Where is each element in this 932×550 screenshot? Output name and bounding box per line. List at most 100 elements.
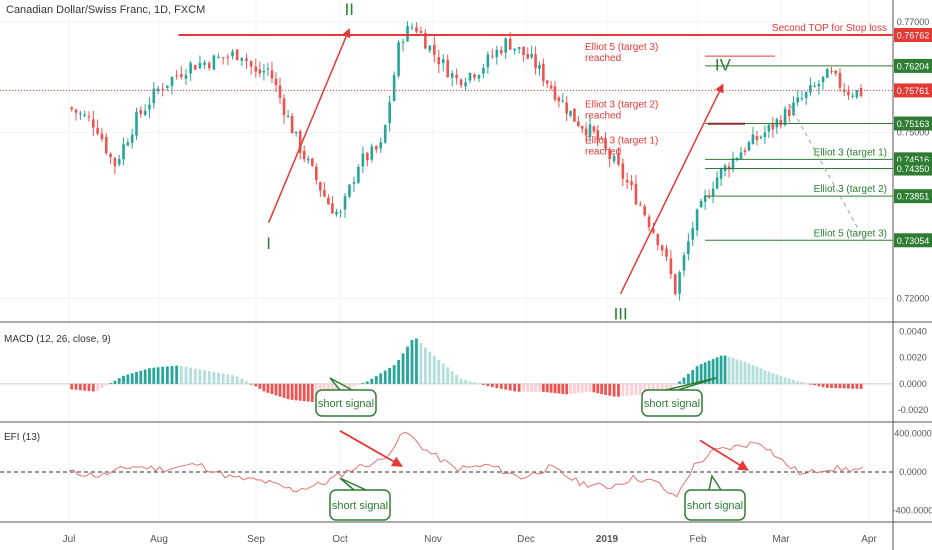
candle-body bbox=[148, 104, 151, 110]
macd-bar bbox=[513, 383, 517, 392]
candle-body bbox=[783, 108, 787, 126]
candle-body bbox=[331, 203, 334, 214]
macd-bar bbox=[165, 366, 169, 384]
macd-axis-tick: 0.0020 bbox=[899, 353, 927, 363]
reached-note-title: Elliot 3 (target 1) bbox=[585, 135, 658, 146]
macd-label: MACD (12, 26, close, 9) bbox=[4, 334, 111, 345]
macd-bar bbox=[294, 383, 298, 401]
macd-bar bbox=[198, 369, 202, 384]
candle-body bbox=[669, 258, 673, 275]
macd-bar bbox=[270, 383, 274, 395]
macd-bar bbox=[419, 342, 423, 384]
time-axis-tick: Feb bbox=[689, 534, 707, 545]
macd-bar bbox=[388, 367, 392, 384]
macd-bar bbox=[842, 383, 846, 389]
macd-bar bbox=[226, 374, 230, 384]
reached-note-title: Elliot 3 (target 2) bbox=[585, 100, 658, 111]
macd-bar bbox=[686, 373, 690, 384]
candle-body bbox=[604, 139, 607, 149]
macd-bar bbox=[203, 370, 206, 384]
candle-body bbox=[189, 63, 192, 74]
macd-bar bbox=[310, 383, 314, 402]
macd-bar bbox=[464, 379, 467, 384]
candle-body bbox=[534, 54, 537, 69]
macd-bar bbox=[612, 383, 616, 397]
macd-bar bbox=[534, 383, 537, 392]
candle-body bbox=[266, 68, 270, 70]
macd-bar bbox=[135, 372, 138, 384]
macd-bar bbox=[617, 383, 620, 397]
candle-body bbox=[327, 197, 330, 205]
time-axis-tick: Jul bbox=[63, 534, 76, 545]
macd-bar bbox=[306, 383, 310, 402]
candle-body bbox=[315, 166, 318, 181]
wave-arrow bbox=[619, 83, 724, 294]
efi-short-signal-left-pointer bbox=[339, 477, 367, 491]
candle-body bbox=[855, 90, 859, 98]
macd-bar bbox=[715, 357, 719, 384]
candle-body bbox=[231, 51, 234, 57]
macd-bar bbox=[446, 367, 450, 384]
candle-body bbox=[198, 62, 202, 69]
macd-bar bbox=[541, 383, 545, 392]
macd-bar bbox=[792, 379, 795, 384]
macd-bar bbox=[415, 338, 418, 384]
candle-body bbox=[747, 142, 751, 151]
candle-body bbox=[504, 38, 508, 53]
candle-body bbox=[821, 76, 825, 83]
macd-bar bbox=[669, 383, 673, 389]
macd-bar bbox=[397, 359, 400, 384]
candle-body bbox=[538, 64, 541, 69]
candle-body bbox=[491, 55, 494, 57]
macd-bar bbox=[767, 371, 771, 384]
macd-bar bbox=[361, 383, 365, 384]
candle-body bbox=[743, 150, 747, 152]
candle-body bbox=[207, 63, 211, 69]
candle-body bbox=[652, 228, 655, 233]
candle-body bbox=[397, 42, 400, 76]
candle-body bbox=[687, 241, 690, 255]
macd-bar bbox=[588, 383, 592, 392]
candle-body bbox=[92, 119, 95, 128]
macd-bar bbox=[691, 370, 695, 384]
candle-body bbox=[695, 209, 699, 231]
macd-bar bbox=[266, 383, 270, 393]
macd-bar bbox=[755, 366, 759, 384]
price-level-label: Elliot 5 (target 3) bbox=[814, 228, 887, 239]
macd-bar bbox=[830, 383, 833, 388]
macd-bar bbox=[473, 382, 476, 384]
candle-body bbox=[530, 53, 533, 58]
macd-bar bbox=[428, 351, 432, 384]
candle-body bbox=[731, 158, 735, 170]
candle-body bbox=[79, 113, 82, 115]
macd-bar bbox=[747, 363, 751, 384]
macd-bar bbox=[374, 376, 378, 384]
candle-body bbox=[306, 158, 310, 161]
efi-axis-tick: 0.0000 bbox=[899, 467, 927, 477]
candle-body bbox=[825, 68, 829, 78]
projection-line bbox=[789, 104, 866, 241]
macd-bar bbox=[652, 383, 655, 393]
macd-axis-tick: 0.0040 bbox=[899, 326, 927, 336]
macd-bar bbox=[184, 366, 188, 384]
macd-short-signal-left-text: short signal bbox=[318, 398, 374, 410]
macd-bar bbox=[193, 368, 197, 384]
macd-bar bbox=[161, 366, 165, 384]
price-level-tag bbox=[894, 233, 932, 248]
candle-body bbox=[763, 132, 767, 138]
macd-bar bbox=[302, 383, 306, 402]
candle-body bbox=[323, 190, 326, 197]
macd-bar bbox=[573, 383, 576, 394]
candle-body bbox=[424, 33, 427, 49]
efi-line-layer bbox=[0, 431, 893, 498]
macd-bar bbox=[254, 383, 258, 387]
macd-bar bbox=[621, 383, 625, 397]
macd-bar bbox=[468, 381, 472, 384]
macd-bar bbox=[352, 383, 356, 387]
candle-body bbox=[290, 115, 294, 134]
candle-body bbox=[617, 153, 620, 165]
efi-axis-tick: 400.0000 bbox=[894, 429, 932, 439]
macd-bar bbox=[859, 383, 863, 389]
macd-bar bbox=[278, 383, 282, 397]
macd-bar bbox=[600, 383, 604, 395]
